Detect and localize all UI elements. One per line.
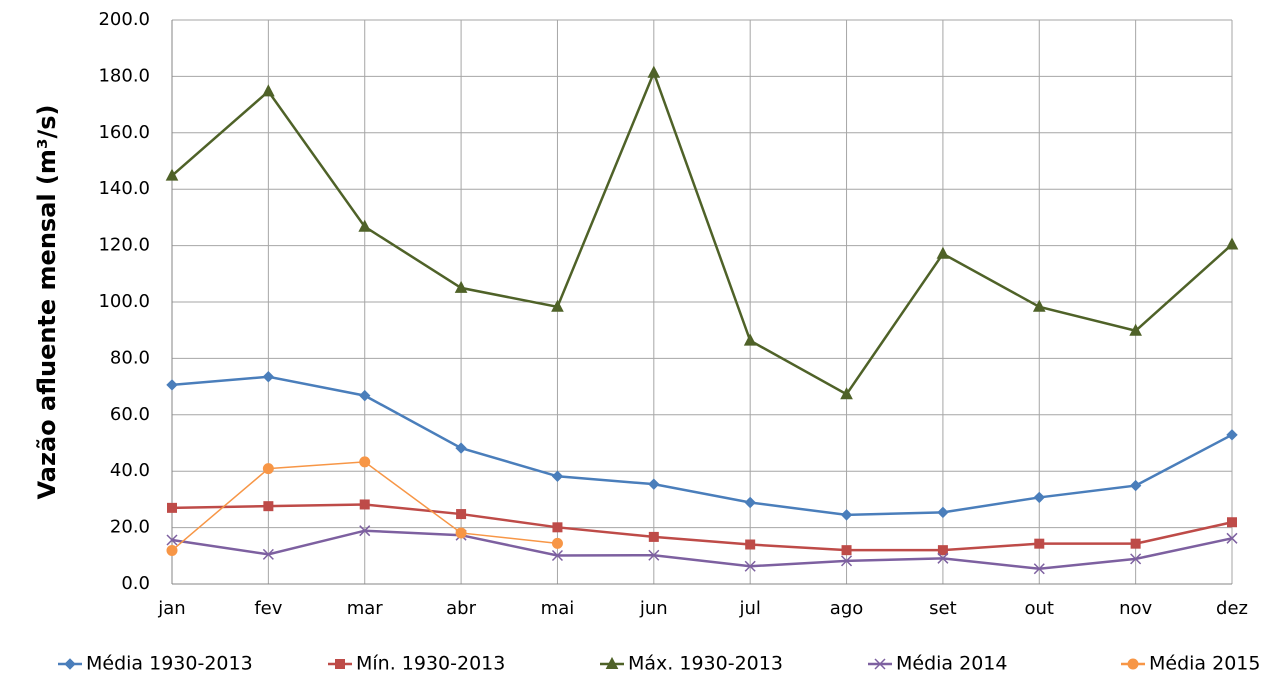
marker (1130, 538, 1141, 549)
marker (605, 656, 619, 669)
marker (744, 496, 756, 509)
marker (648, 478, 660, 490)
marker (937, 506, 949, 519)
x-tick-label: nov (1119, 598, 1152, 619)
marker (840, 509, 853, 521)
legend-label: Média 1930-2013 (86, 653, 253, 675)
marker (335, 659, 345, 669)
marker (262, 463, 274, 475)
y-tick-label: 100.0 (98, 291, 150, 312)
marker (263, 501, 274, 512)
x-tick-label: jul (738, 598, 760, 619)
marker (1034, 538, 1045, 549)
x-tick-label: fev (254, 598, 282, 619)
y-tick-label: 0.0 (121, 573, 150, 594)
series-line (171, 375, 1233, 517)
marker (1225, 237, 1239, 250)
marker (165, 168, 179, 181)
marker (1033, 491, 1045, 504)
marker (358, 219, 372, 232)
marker (840, 387, 853, 400)
y-tick-label: 60.0 (110, 404, 150, 425)
marker (167, 502, 177, 513)
marker (648, 549, 660, 561)
marker (744, 560, 756, 572)
y-tick-label: 180.0 (98, 65, 150, 86)
marker (262, 548, 274, 560)
marker (874, 658, 886, 670)
y-tick-label: 40.0 (110, 460, 150, 481)
marker (1032, 299, 1046, 312)
marker (743, 333, 757, 346)
marker (1129, 323, 1142, 336)
legend-item: Média 1930-2013 (58, 653, 253, 675)
marker (166, 544, 178, 556)
marker (551, 537, 563, 549)
marker (1226, 429, 1238, 441)
series-line (171, 529, 1233, 571)
marker (936, 246, 950, 259)
y-tick-label: 140.0 (98, 178, 150, 199)
marker (64, 658, 76, 670)
marker (359, 499, 370, 510)
legend-item: Média 2015 (1121, 653, 1260, 675)
marker (1130, 553, 1142, 565)
legend-item: Mín. 1930-2013 (328, 653, 505, 675)
legend-item: Média 2014 (868, 653, 1007, 675)
legend-label: Mín. 1930-2013 (356, 653, 505, 675)
y-tick-label: 20.0 (110, 517, 150, 538)
marker (359, 389, 371, 402)
x-tick-label: abr (446, 598, 476, 619)
marker (648, 531, 659, 542)
x-tick-label: ago (830, 598, 863, 619)
marker (1033, 563, 1045, 575)
marker (1129, 479, 1142, 492)
series-line (171, 69, 1233, 396)
y-axis-label: Vazão afluente mensal (m³/s) (33, 105, 61, 500)
marker (359, 525, 371, 537)
marker (552, 522, 563, 533)
x-tick-label: set (929, 598, 957, 619)
marker (455, 527, 467, 539)
marker (841, 545, 852, 556)
marker (262, 371, 275, 383)
marker (937, 545, 948, 556)
marker (745, 539, 756, 550)
marker (841, 555, 853, 567)
marker (262, 84, 275, 97)
marker (359, 456, 371, 468)
y-tick-label: 200.0 (98, 9, 150, 30)
marker (1227, 517, 1237, 528)
marker (166, 379, 178, 391)
marker (647, 65, 661, 78)
y-tick-label: 160.0 (98, 122, 150, 143)
marker (551, 549, 563, 562)
marker (454, 280, 468, 293)
marker (166, 534, 178, 546)
x-tick-label: jan (157, 598, 185, 619)
marker (1127, 658, 1139, 670)
y-tick-label: 80.0 (110, 347, 150, 368)
marker (455, 442, 467, 454)
y-tick-label: 120.0 (98, 235, 150, 256)
x-tick-label: mar (347, 598, 384, 619)
marker (1226, 532, 1238, 544)
legend-item: Máx. 1930-2013 (600, 653, 783, 675)
marker (551, 470, 564, 482)
legend-label: Média 2014 (896, 653, 1007, 675)
x-tick-label: jun (639, 598, 668, 619)
legend-label: Média 2015 (1149, 653, 1260, 675)
series-line (171, 503, 1233, 552)
legend-label: Máx. 1930-2013 (628, 653, 783, 675)
marker (937, 552, 949, 564)
marker (551, 299, 564, 312)
x-tick-label: dez (1216, 598, 1248, 619)
marker (456, 509, 467, 520)
x-tick-label: mai (541, 598, 575, 619)
x-tick-label: out (1025, 598, 1054, 619)
